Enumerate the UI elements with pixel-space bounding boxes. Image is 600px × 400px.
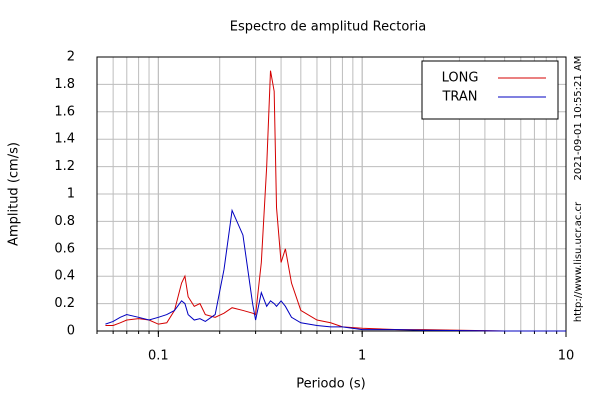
legend-label: TRAN (441, 90, 477, 105)
y-tick-label: 0 (67, 324, 75, 339)
y-tick-label: 0.8 (54, 214, 75, 229)
y-tick-label: 1.2 (54, 159, 75, 174)
plot-frame (96, 56, 567, 332)
y-axis-label: Amplitud (cm/s) (7, 142, 22, 246)
x-tick-label: 10 (558, 349, 575, 364)
y-tick-label: 1.6 (54, 104, 75, 119)
legend-label: LONG (442, 71, 479, 86)
y-tick-label: 1.8 (54, 77, 75, 92)
legend-box (421, 60, 559, 120)
series-line (105, 208, 566, 332)
x-tick-label: 1 (358, 349, 366, 364)
chart-title: Espectro de amplitud Rectoria (230, 20, 426, 35)
y-tick-label: 1 (67, 187, 75, 202)
x-tick-label: 0.1 (148, 349, 169, 364)
timestamp: 2021-09-01 10:55:21 AM (573, 56, 584, 181)
series-line (105, 70, 566, 332)
source-url: http://www.lisu.ucr.ac.cr (573, 201, 584, 322)
x-axis-label: Periodo (s) (296, 377, 366, 392)
y-tick-label: 0.6 (54, 241, 75, 256)
y-tick-label: 1.4 (54, 132, 75, 147)
y-tick-label: 0.2 (54, 296, 75, 311)
y-tick-label: 0.4 (54, 269, 75, 284)
y-tick-label: 2 (67, 50, 75, 65)
